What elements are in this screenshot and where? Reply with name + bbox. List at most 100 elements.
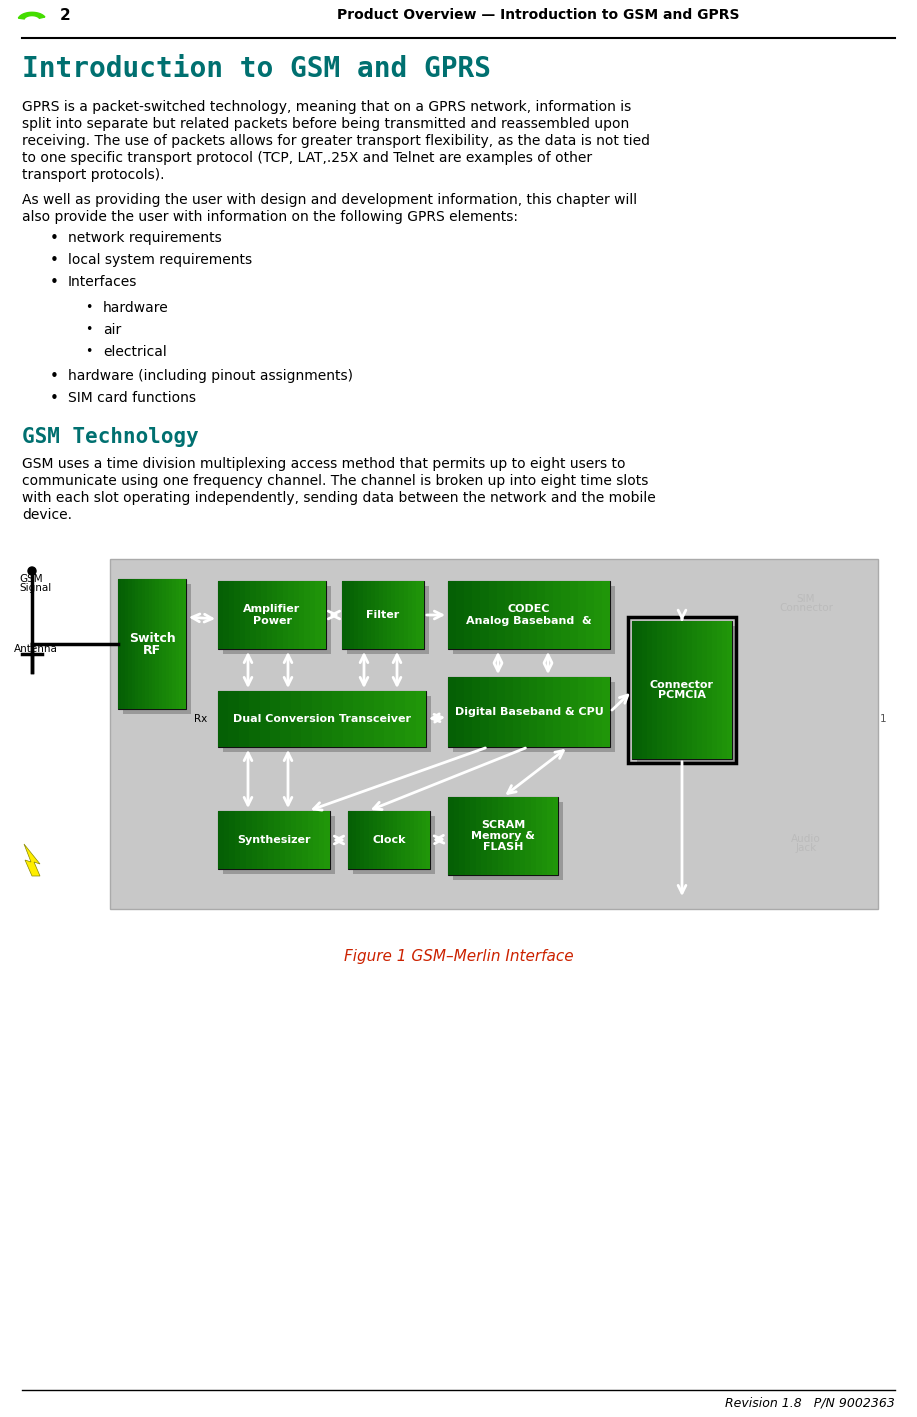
Text: electrical: electrical <box>103 344 167 359</box>
FancyBboxPatch shape <box>677 621 682 760</box>
FancyBboxPatch shape <box>218 581 326 649</box>
Text: Switch: Switch <box>128 632 175 645</box>
FancyBboxPatch shape <box>504 677 513 747</box>
FancyBboxPatch shape <box>314 811 319 869</box>
Text: GPRS is a packet-switched technology, meaning that on a GPRS network, informatio: GPRS is a packet-switched technology, me… <box>22 101 631 113</box>
FancyBboxPatch shape <box>602 581 610 649</box>
FancyBboxPatch shape <box>369 811 372 869</box>
Text: •: • <box>85 344 93 359</box>
FancyBboxPatch shape <box>312 691 322 747</box>
FancyBboxPatch shape <box>346 581 350 649</box>
FancyBboxPatch shape <box>364 811 369 869</box>
FancyBboxPatch shape <box>586 677 594 747</box>
FancyBboxPatch shape <box>387 581 392 649</box>
FancyBboxPatch shape <box>405 691 415 747</box>
FancyBboxPatch shape <box>586 581 594 649</box>
FancyBboxPatch shape <box>594 677 602 747</box>
FancyBboxPatch shape <box>537 677 546 747</box>
FancyBboxPatch shape <box>481 677 489 747</box>
Text: •: • <box>50 231 59 247</box>
FancyBboxPatch shape <box>546 581 553 649</box>
FancyBboxPatch shape <box>325 811 330 869</box>
FancyBboxPatch shape <box>497 677 504 747</box>
FancyBboxPatch shape <box>348 811 430 869</box>
FancyBboxPatch shape <box>342 581 424 649</box>
FancyBboxPatch shape <box>384 691 395 747</box>
FancyBboxPatch shape <box>256 581 261 649</box>
FancyBboxPatch shape <box>472 677 481 747</box>
Text: •: • <box>50 368 59 384</box>
FancyBboxPatch shape <box>381 811 385 869</box>
FancyBboxPatch shape <box>229 581 234 649</box>
Text: SIM card functions: SIM card functions <box>68 391 196 405</box>
FancyBboxPatch shape <box>578 677 586 747</box>
FancyBboxPatch shape <box>348 811 352 869</box>
FancyBboxPatch shape <box>397 811 402 869</box>
FancyBboxPatch shape <box>403 581 407 649</box>
FancyBboxPatch shape <box>687 621 692 760</box>
FancyBboxPatch shape <box>315 581 321 649</box>
Text: Interfaces: Interfaces <box>68 275 138 289</box>
FancyBboxPatch shape <box>224 581 229 649</box>
Text: split into separate but related packets before being transmitted and reassembled: split into separate but related packets … <box>22 118 629 130</box>
FancyBboxPatch shape <box>152 580 155 708</box>
FancyBboxPatch shape <box>632 621 637 760</box>
FancyBboxPatch shape <box>172 580 176 708</box>
Text: •: • <box>50 254 59 268</box>
FancyBboxPatch shape <box>682 621 687 760</box>
FancyBboxPatch shape <box>352 811 356 869</box>
FancyBboxPatch shape <box>553 677 561 747</box>
Text: Antenna: Antenna <box>14 643 58 655</box>
FancyBboxPatch shape <box>547 796 553 876</box>
Text: Rx: Rx <box>194 714 207 724</box>
FancyBboxPatch shape <box>672 621 677 760</box>
FancyBboxPatch shape <box>223 696 431 752</box>
FancyBboxPatch shape <box>118 580 121 708</box>
FancyBboxPatch shape <box>637 621 642 760</box>
FancyBboxPatch shape <box>415 581 420 649</box>
FancyBboxPatch shape <box>291 691 301 747</box>
Text: GSM: GSM <box>19 574 42 584</box>
FancyBboxPatch shape <box>239 581 245 649</box>
Text: •: • <box>85 300 93 315</box>
FancyBboxPatch shape <box>448 677 610 747</box>
FancyBboxPatch shape <box>267 581 272 649</box>
FancyBboxPatch shape <box>359 581 362 649</box>
FancyBboxPatch shape <box>272 581 278 649</box>
FancyBboxPatch shape <box>472 581 481 649</box>
FancyBboxPatch shape <box>293 581 299 649</box>
FancyBboxPatch shape <box>415 691 426 747</box>
FancyBboxPatch shape <box>374 691 384 747</box>
FancyBboxPatch shape <box>269 811 274 869</box>
Text: Jack: Jack <box>795 843 817 853</box>
FancyBboxPatch shape <box>504 581 513 649</box>
FancyBboxPatch shape <box>509 796 514 876</box>
FancyBboxPatch shape <box>356 811 360 869</box>
FancyBboxPatch shape <box>370 581 375 649</box>
FancyBboxPatch shape <box>448 796 454 876</box>
FancyBboxPatch shape <box>525 796 531 876</box>
Text: Dual Conversion Transceiver: Dual Conversion Transceiver <box>233 714 411 724</box>
Text: Connector: Connector <box>779 604 833 614</box>
FancyBboxPatch shape <box>257 811 263 869</box>
FancyBboxPatch shape <box>301 691 312 747</box>
FancyBboxPatch shape <box>513 581 521 649</box>
FancyBboxPatch shape <box>322 691 332 747</box>
FancyBboxPatch shape <box>389 811 393 869</box>
FancyBboxPatch shape <box>453 802 563 880</box>
FancyBboxPatch shape <box>578 581 586 649</box>
FancyBboxPatch shape <box>235 811 240 869</box>
FancyBboxPatch shape <box>155 580 159 708</box>
FancyBboxPatch shape <box>125 580 128 708</box>
FancyBboxPatch shape <box>245 581 250 649</box>
Text: Revision 1.8   P/N 9002363: Revision 1.8 P/N 9002363 <box>725 1396 895 1408</box>
Text: Figure 1 GSM–Merlin Interface: Figure 1 GSM–Merlin Interface <box>344 949 573 964</box>
FancyBboxPatch shape <box>537 581 546 649</box>
Text: Amplifier: Amplifier <box>243 605 301 615</box>
FancyBboxPatch shape <box>642 621 647 760</box>
FancyBboxPatch shape <box>149 580 152 708</box>
FancyBboxPatch shape <box>418 811 422 869</box>
FancyBboxPatch shape <box>238 691 249 747</box>
FancyBboxPatch shape <box>657 621 662 760</box>
Polygon shape <box>18 13 45 18</box>
